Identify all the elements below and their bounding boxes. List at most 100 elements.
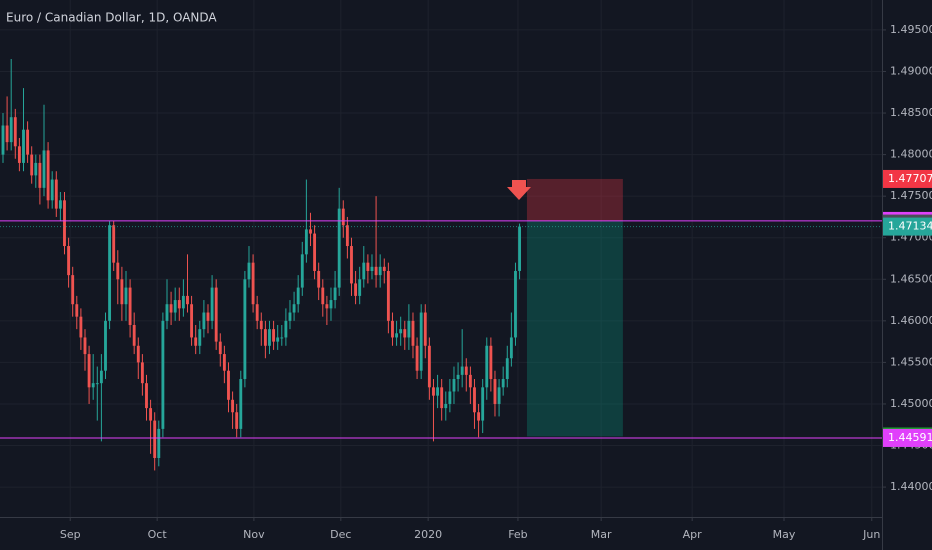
candle-body [9, 117, 13, 143]
candle-body [366, 262, 370, 271]
candle-body [399, 329, 403, 334]
candle-body [26, 129, 30, 155]
candle-body [157, 428, 161, 458]
axes: 1.495001.490001.485001.480001.475001.470… [60, 23, 932, 541]
candle-body [395, 333, 399, 338]
candle-body [514, 270, 517, 338]
candle-body [411, 320, 415, 346]
candle-body [436, 387, 440, 396]
candle-body [489, 345, 493, 380]
candle-body [345, 225, 349, 247]
candle-body [341, 208, 345, 226]
candle-body [218, 341, 222, 355]
candle-body [104, 320, 107, 371]
candle-body [149, 408, 153, 421]
candle-body [173, 300, 177, 313]
y-tick-label: 1.46000 [890, 314, 932, 327]
x-tick-label: Sep [60, 528, 81, 541]
y-tick-label: 1.49000 [890, 64, 932, 77]
candle-body [50, 179, 54, 201]
candle-body [329, 300, 333, 309]
candle-body [239, 379, 243, 429]
y-tick-label: 1.44000 [890, 480, 932, 493]
price-label: 1.44591 [888, 431, 932, 444]
candle-body [67, 246, 71, 276]
arrow-down [507, 180, 531, 200]
x-tick-label: 2020 [414, 528, 442, 541]
candle-body [202, 312, 206, 330]
candle-body [276, 337, 280, 342]
y-tick-label: 1.47500 [890, 189, 932, 202]
candle-body [481, 387, 485, 421]
candle-body [423, 312, 427, 346]
candle-body [456, 374, 460, 380]
candle-body [378, 266, 382, 276]
candle-body [497, 387, 501, 404]
candle-body [333, 287, 337, 301]
y-tick-label: 1.49500 [890, 23, 932, 36]
candle-body [132, 324, 136, 346]
candle-body [124, 287, 128, 305]
candle-body [235, 412, 239, 429]
candle-body [304, 229, 308, 255]
candle-body [386, 270, 390, 321]
candle-body [247, 262, 251, 280]
candle-body [198, 329, 202, 346]
candle-body [1, 125, 5, 155]
candle-body [177, 300, 181, 309]
x-tick-label: May [773, 528, 796, 541]
candle-body [325, 304, 329, 309]
candle-body [227, 370, 230, 400]
candle-body [509, 337, 513, 359]
candle-body [382, 266, 386, 271]
candle-body [263, 329, 267, 346]
candle-body [268, 329, 271, 346]
candle-body [317, 270, 321, 288]
candle-body [403, 329, 407, 338]
y-tick-label: 1.48000 [890, 148, 932, 161]
candle-body [34, 162, 38, 176]
x-tick-label: Jun [862, 528, 880, 541]
candle-body [30, 154, 34, 176]
candle-body [63, 200, 66, 247]
candle-body [407, 320, 411, 338]
candle-body [292, 304, 296, 313]
candle-body [321, 287, 325, 305]
x-tick-label: Nov [243, 528, 265, 541]
candle-body [477, 412, 481, 421]
candle-body [79, 316, 83, 338]
price-label: 1.47707 [888, 172, 932, 185]
candle-body [493, 379, 497, 404]
candle-body [95, 383, 99, 385]
price-label-box [883, 169, 932, 188]
candle-body [165, 304, 169, 321]
candle-body [448, 391, 452, 404]
candle-body [337, 208, 341, 288]
candle-body [374, 266, 378, 276]
candle-body [120, 279, 124, 305]
plot [0, 59, 882, 471]
y-tick-label: 1.45000 [890, 397, 932, 410]
candle-body [17, 146, 21, 163]
candle-body [485, 345, 489, 388]
candle-body [169, 304, 173, 313]
candle-body [370, 266, 374, 271]
x-tick-label: Oct [148, 528, 168, 541]
candle-body [231, 399, 235, 413]
price-label-box [883, 217, 932, 236]
candle-body [153, 420, 157, 458]
candle-body [83, 337, 87, 355]
candle-body [460, 366, 464, 375]
candle-body [210, 287, 214, 321]
candle-body [206, 312, 210, 321]
candle-body [190, 304, 194, 338]
candle-body [71, 275, 75, 305]
candle-body [99, 370, 103, 384]
candle-body [473, 387, 476, 413]
candle-body [284, 320, 288, 338]
candle-body [296, 287, 300, 305]
candle-body [518, 226, 522, 271]
x-tick-label: Mar [591, 528, 612, 541]
